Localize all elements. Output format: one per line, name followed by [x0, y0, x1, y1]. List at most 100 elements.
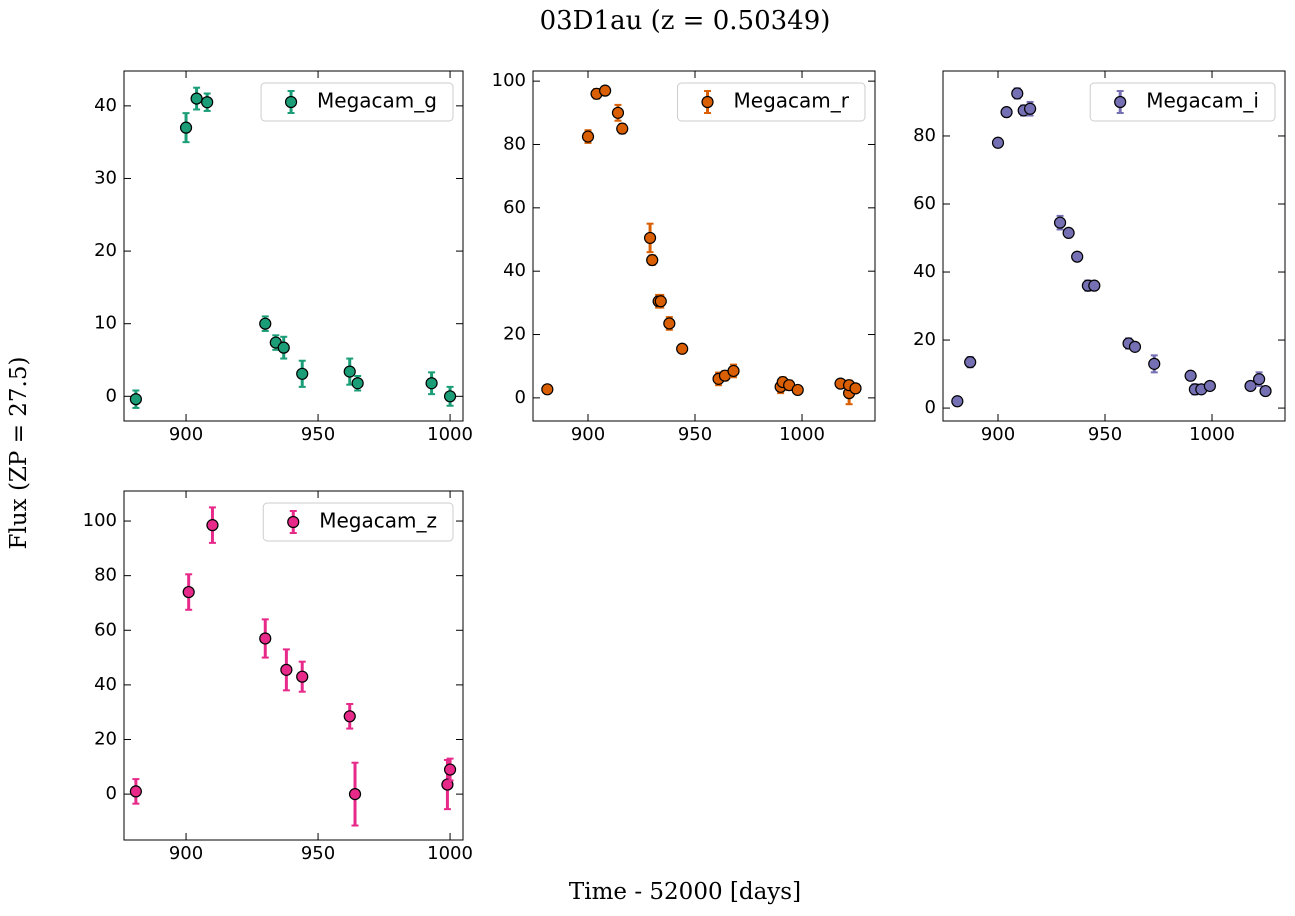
x-tick-label: 950	[301, 843, 335, 864]
data-point	[654, 295, 667, 308]
data-point	[206, 519, 219, 532]
data-point	[611, 106, 625, 119]
legend-label: Megacam_g	[317, 89, 437, 113]
data-point	[348, 788, 362, 801]
data-point	[1024, 102, 1037, 115]
legend-box	[677, 82, 866, 122]
data-point	[296, 367, 309, 380]
data-point	[182, 585, 195, 599]
axes-frame	[942, 70, 1286, 422]
data-point	[541, 383, 554, 396]
data-point	[964, 356, 977, 369]
data-point	[1203, 379, 1216, 393]
data-point	[351, 377, 364, 390]
data-point	[1053, 216, 1067, 229]
x-axis-label: Time - 52000 [days]	[569, 879, 801, 905]
y-tick-label: 100	[83, 510, 117, 531]
data-point	[1011, 87, 1024, 100]
data-point	[179, 121, 193, 134]
data-point	[646, 253, 659, 267]
data-point	[643, 231, 657, 245]
data-point	[616, 122, 629, 135]
data-point	[443, 763, 457, 776]
data-point	[676, 342, 689, 355]
y-tick-label: 40	[94, 95, 117, 116]
legend: Megacam_i	[1089, 82, 1276, 122]
y-tick-label: 30	[94, 167, 117, 188]
data-point	[259, 632, 272, 645]
x-tick-label: 900	[571, 424, 605, 445]
y-tick-label: 20	[503, 324, 526, 345]
data-point	[849, 382, 862, 395]
data-point	[663, 317, 676, 330]
y-tick-label: 10	[94, 313, 117, 334]
data-point	[190, 92, 203, 105]
data-point	[280, 663, 293, 676]
x-tick-label: 950	[678, 424, 712, 445]
y-tick-label: 0	[925, 397, 936, 418]
data-point	[1128, 340, 1142, 353]
data-point	[727, 364, 740, 378]
y-tick-label: 60	[503, 197, 526, 218]
data-point	[1148, 357, 1161, 370]
legend-marker	[287, 515, 300, 529]
legend-box	[260, 82, 454, 122]
y-tick-label: 40	[94, 674, 117, 695]
axes-frame	[123, 490, 464, 841]
y-tick-label: 40	[503, 260, 526, 281]
legend-marker	[284, 95, 298, 109]
y-tick-label: 20	[913, 329, 936, 350]
data-point	[425, 377, 438, 390]
x-tick-label: 900	[169, 843, 203, 864]
x-tick-label: 900	[981, 424, 1015, 445]
subplot: 900 950 1000 0 20 40 60 80 100 Megacam_r	[492, 70, 876, 445]
data-point	[791, 383, 804, 397]
data-point	[443, 390, 457, 403]
legend-label: Megacam_z	[319, 509, 437, 533]
x-tick-label: 900	[169, 424, 203, 445]
data-point	[1000, 106, 1013, 119]
x-tick-label: 1000	[427, 424, 473, 445]
data-point	[343, 710, 356, 723]
y-tick-label: 20	[94, 729, 117, 750]
data-point	[296, 670, 309, 683]
data-point	[951, 395, 964, 408]
legend-box	[262, 502, 454, 542]
x-tick-label: 950	[1088, 424, 1122, 445]
y-tick-label: 20	[94, 240, 117, 261]
data-point	[343, 365, 356, 378]
data-point	[599, 84, 612, 97]
data-point	[129, 393, 142, 406]
legend: Megacam_g	[260, 82, 454, 122]
x-tick-label: 1000	[1189, 424, 1235, 445]
x-tick-label: 950	[301, 424, 335, 445]
axes-frame	[532, 70, 876, 422]
figure-title: 03D1au (z = 0.50349)	[540, 6, 831, 36]
data-point	[1184, 369, 1197, 382]
y-tick-label: 80	[913, 125, 936, 146]
y-tick-label: 60	[913, 193, 936, 214]
y-tick-label: 0	[515, 387, 526, 408]
y-axis-label: Flux (ZP = 27.5)	[6, 357, 32, 550]
legend-marker	[701, 95, 714, 109]
data-point	[129, 785, 142, 798]
legend-label: Megacam_i	[1146, 89, 1259, 113]
legend-label: Megacam_r	[734, 89, 850, 113]
legend-marker	[1114, 95, 1127, 109]
subplot: 900 950 1000 0 20 40 60 80 100 Megacam_z	[83, 490, 473, 864]
data-point	[277, 341, 290, 354]
x-tick-label: 1000	[779, 424, 825, 445]
data-point	[1062, 226, 1075, 240]
data-point	[991, 136, 1005, 149]
y-tick-label: 80	[94, 565, 117, 586]
axes-frame	[123, 70, 464, 422]
data-point	[1253, 373, 1266, 386]
subplot: 900 950 1000 0 10 20 30 40 Megacam_g	[94, 70, 473, 445]
x-tick-label: 1000	[427, 843, 473, 864]
data-point	[1071, 250, 1084, 263]
data-point	[259, 317, 272, 330]
y-tick-label: 60	[94, 619, 117, 640]
data-point	[1259, 384, 1272, 398]
y-tick-label: 0	[106, 385, 117, 406]
